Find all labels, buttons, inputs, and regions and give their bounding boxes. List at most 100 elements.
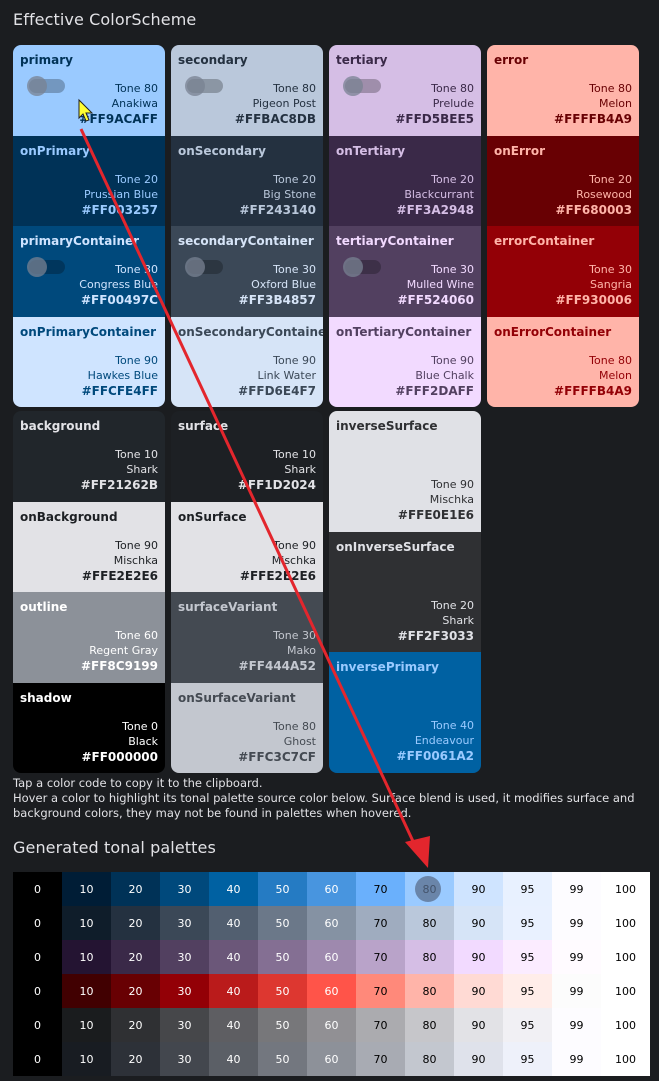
color-cell-error[interactable]: error Tone 80 Melon #FFFFB4A9: [487, 45, 639, 136]
palette-swatch[interactable]: 99: [552, 1042, 601, 1076]
hex-code[interactable]: #FF003257: [81, 202, 158, 217]
hex-code[interactable]: #FF9ACAFF: [79, 112, 158, 126]
hex-code[interactable]: #FF00497C: [80, 293, 158, 307]
palette-swatch[interactable]: 0: [13, 974, 62, 1008]
color-cell-on-primary[interactable]: onPrimary Tone 20 Prussian Blue #FF003257: [13, 135, 165, 226]
palette-swatch[interactable]: 0: [13, 906, 62, 940]
palette-swatch[interactable]: 30: [160, 872, 209, 906]
palette-swatch[interactable]: 50: [258, 1008, 307, 1042]
palette-swatch[interactable]: 80: [405, 906, 454, 940]
palette-swatch[interactable]: 100: [601, 1008, 650, 1042]
palette-swatch[interactable]: 90: [454, 1008, 503, 1042]
palette-swatch[interactable]: 50: [258, 974, 307, 1008]
color-cell-shadow[interactable]: shadow Tone 0 Black #FF000000: [13, 682, 165, 773]
palette-swatch[interactable]: 95: [503, 906, 552, 940]
color-cell-on-surface[interactable]: onSurface Tone 90 Mischka #FFE2E2E6: [171, 501, 323, 592]
hex-code[interactable]: #FFFFB4A9: [554, 112, 632, 126]
palette-swatch[interactable]: 90: [454, 872, 503, 906]
hex-code[interactable]: #FFCFE4FF: [81, 383, 158, 398]
palette-swatch[interactable]: 50: [258, 872, 307, 906]
palette-swatch[interactable]: 60: [307, 940, 356, 974]
palette-swatch[interactable]: 30: [160, 1008, 209, 1042]
palette-swatch[interactable]: 80: [405, 974, 454, 1008]
color-cell-inverse-surface[interactable]: inverseSurface Tone 90 Mischka #FFE0E1E6: [329, 411, 481, 532]
palette-swatch[interactable]: 40: [209, 974, 258, 1008]
palette-swatch[interactable]: 95: [503, 974, 552, 1008]
hex-code[interactable]: #FF243140: [239, 202, 316, 217]
palette-swatch[interactable]: 10: [62, 940, 111, 974]
palette-swatch[interactable]: 20: [111, 872, 160, 906]
palette-swatch[interactable]: 95: [503, 1008, 552, 1042]
palette-swatch[interactable]: 99: [552, 974, 601, 1008]
color-cell-primary[interactable]: primary Tone 80 Anakiwa #FF9ACAFF: [13, 45, 165, 136]
color-cell-on-error-container[interactable]: onErrorContainer Tone 80 Melon #FFFFB4A9: [487, 316, 639, 407]
hex-code[interactable]: #FF8C9199: [80, 659, 158, 673]
palette-swatch[interactable]: 60: [307, 974, 356, 1008]
hex-code[interactable]: #FFF2DAFF: [395, 383, 474, 398]
palette-swatch[interactable]: 30: [160, 1042, 209, 1076]
hex-code[interactable]: #FFD6E4F7: [238, 383, 316, 398]
hex-code[interactable]: #FFC3C7CF: [238, 749, 316, 764]
color-cell-on-surface-variant[interactable]: onSurfaceVariant Tone 80 Ghost #FFC3C7CF: [171, 682, 323, 773]
hex-code[interactable]: #FFD5BEE5: [395, 112, 474, 126]
palette-swatch[interactable]: 80: [405, 1008, 454, 1042]
color-cell-on-secondary[interactable]: onSecondary Tone 20 Big Stone #FF243140: [171, 135, 323, 226]
palette-swatch[interactable]: 90: [454, 1042, 503, 1076]
hex-code[interactable]: #FFE0E1E6: [397, 508, 474, 522]
palette-swatch[interactable]: 100: [601, 940, 650, 974]
palette-swatch[interactable]: 95: [503, 1042, 552, 1076]
palette-swatch[interactable]: 20: [111, 1008, 160, 1042]
hex-code[interactable]: #FF680003: [555, 202, 632, 217]
hex-code[interactable]: #FF0061A2: [396, 749, 474, 763]
hex-code[interactable]: #FF524060: [397, 293, 474, 307]
color-cell-surface[interactable]: surface Tone 10 Shark #FF1D2024: [171, 411, 323, 502]
palette-swatch[interactable]: 90: [454, 940, 503, 974]
color-cell-on-tertiary[interactable]: onTertiary Tone 20 Blackcurrant #FF3A2948: [329, 135, 481, 226]
color-cell-on-error[interactable]: onError Tone 20 Rosewood #FF680003: [487, 135, 639, 226]
palette-swatch[interactable]: 10: [62, 906, 111, 940]
color-cell-tertiary[interactable]: tertiary Tone 80 Prelude #FFD5BEE5: [329, 45, 481, 136]
hex-code[interactable]: #FFFFB4A9: [554, 383, 632, 398]
toggle-switch[interactable]: [343, 76, 381, 96]
palette-swatch[interactable]: 10: [62, 1042, 111, 1076]
palette-swatch[interactable]: 10: [62, 974, 111, 1008]
palette-swatch[interactable]: 10: [62, 1008, 111, 1042]
toggle-switch[interactable]: [343, 257, 381, 277]
hex-code[interactable]: #FFE2E2E6: [81, 568, 158, 583]
color-cell-on-primary-container[interactable]: onPrimaryContainer Tone 90 Hawkes Blue #FFC…: [13, 316, 165, 407]
palette-swatch[interactable]: 99: [552, 906, 601, 940]
palette-swatch[interactable]: 60: [307, 1008, 356, 1042]
palette-swatch[interactable]: 40: [209, 906, 258, 940]
color-cell-on-secondary-container[interactable]: onSecondaryContainer Tone 90 Link Water #FF…: [171, 316, 323, 407]
palette-swatch[interactable]: 50: [258, 940, 307, 974]
color-cell-primary-container[interactable]: primaryContainer Tone 30 Congress Blue #FF0…: [13, 226, 165, 317]
palette-swatch[interactable]: 100: [601, 906, 650, 940]
palette-swatch[interactable]: 0: [13, 1008, 62, 1042]
palette-swatch[interactable]: 99: [552, 872, 601, 906]
hex-code[interactable]: #FF444A52: [238, 659, 316, 673]
palette-swatch[interactable]: 40: [209, 940, 258, 974]
palette-swatch[interactable]: 60: [307, 872, 356, 906]
hex-code[interactable]: #FF2F3033: [397, 628, 474, 643]
palette-swatch[interactable]: 10: [62, 872, 111, 906]
palette-swatch[interactable]: 40: [209, 872, 258, 906]
color-cell-surface-variant[interactable]: surfaceVariant Tone 30 Mako #FF444A52: [171, 592, 323, 683]
palette-swatch[interactable]: 100: [601, 974, 650, 1008]
palette-swatch[interactable]: 30: [160, 940, 209, 974]
palette-swatch[interactable]: 90: [454, 906, 503, 940]
palette-swatch[interactable]: 40: [209, 1008, 258, 1042]
palette-swatch[interactable]: 80: [405, 940, 454, 974]
palette-swatch[interactable]: 100: [601, 1042, 650, 1076]
color-cell-on-background[interactable]: onBackground Tone 90 Mischka #FFE2E2E6: [13, 501, 165, 592]
palette-swatch[interactable]: 99: [552, 940, 601, 974]
palette-swatch[interactable]: 30: [160, 906, 209, 940]
toggle-switch[interactable]: [27, 76, 65, 96]
hex-code[interactable]: #FF3B4857: [238, 293, 316, 307]
palette-swatch[interactable]: 20: [111, 974, 160, 1008]
toggle-switch[interactable]: [27, 257, 65, 277]
palette-swatch[interactable]: 40: [209, 1042, 258, 1076]
palette-swatch[interactable]: 50: [258, 906, 307, 940]
palette-swatch[interactable]: 70: [356, 1008, 405, 1042]
palette-swatch[interactable]: 70: [356, 872, 405, 906]
palette-swatch[interactable]: 95: [503, 872, 552, 906]
